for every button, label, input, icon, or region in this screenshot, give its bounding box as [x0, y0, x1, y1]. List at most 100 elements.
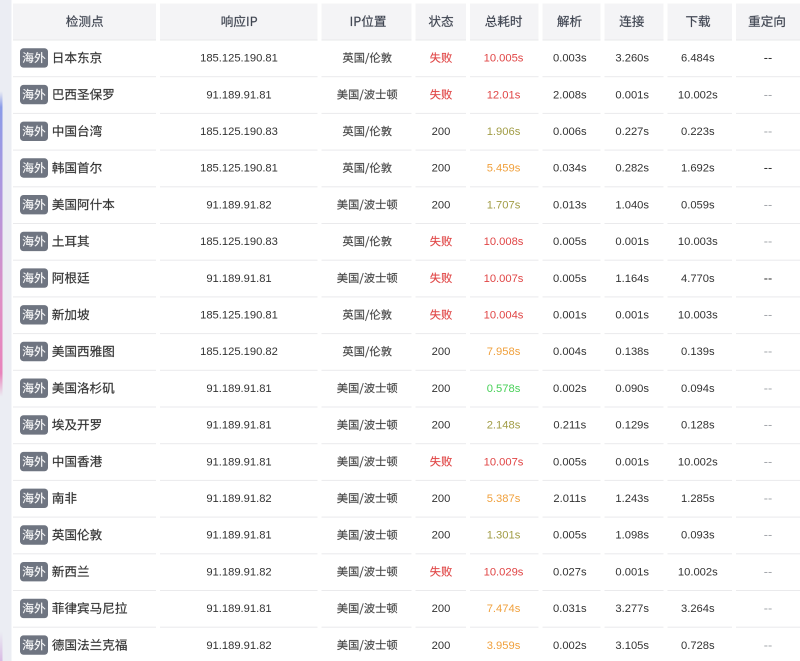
svg-text:200: 200 [432, 603, 451, 615]
svg-text:10.004s: 10.004s [484, 310, 524, 322]
svg-text:10.002s: 10.002s [678, 456, 718, 468]
svg-text:200: 200 [432, 199, 451, 211]
svg-text:0.005s: 0.005s [553, 530, 587, 542]
svg-text:185.125.190.81: 185.125.190.81 [200, 53, 278, 65]
svg-text:--: -- [764, 345, 772, 359]
svg-text:185.125.190.81: 185.125.190.81 [200, 310, 278, 322]
svg-text:91.189.91.81: 91.189.91.81 [206, 530, 271, 542]
svg-text:1.040s: 1.040s [615, 199, 649, 211]
svg-text:--: -- [764, 418, 772, 432]
svg-text:91.189.91.81: 91.189.91.81 [206, 603, 271, 615]
svg-text:0.001s: 0.001s [615, 566, 649, 578]
svg-text:0.005s: 0.005s [553, 456, 587, 468]
svg-text:--: -- [764, 198, 772, 212]
svg-text:0.005s: 0.005s [553, 236, 587, 248]
svg-text:--: -- [764, 528, 772, 542]
svg-text:0.138s: 0.138s [615, 346, 649, 358]
svg-text:2.148s: 2.148s [487, 420, 521, 432]
svg-text:91.189.91.82: 91.189.91.82 [206, 640, 271, 652]
svg-text:0.003s: 0.003s [553, 53, 587, 65]
svg-text:1.906s: 1.906s [487, 126, 521, 138]
svg-text:91.189.91.82: 91.189.91.82 [206, 199, 271, 211]
svg-text:185.125.190.83: 185.125.190.83 [200, 126, 278, 138]
svg-text:--: -- [764, 124, 772, 138]
svg-text:185.125.190.81: 185.125.190.81 [200, 163, 278, 175]
svg-text:10.008s: 10.008s [484, 236, 524, 248]
svg-text:0.128s: 0.128s [681, 420, 715, 432]
svg-text:200: 200 [432, 126, 451, 138]
svg-text:0.001s: 0.001s [615, 456, 649, 468]
svg-text:0.031s: 0.031s [553, 603, 587, 615]
svg-text:--: -- [764, 602, 772, 616]
svg-text:0.005s: 0.005s [553, 273, 587, 285]
svg-text:10.007s: 10.007s [484, 273, 524, 285]
svg-text:91.189.91.82: 91.189.91.82 [206, 566, 271, 578]
svg-text:91.189.91.81: 91.189.91.81 [206, 456, 271, 468]
svg-text:0.090s: 0.090s [615, 383, 649, 395]
svg-text:3.260s: 3.260s [615, 53, 649, 65]
svg-text:5.387s: 5.387s [487, 493, 521, 505]
svg-text:0.578s: 0.578s [487, 383, 521, 395]
svg-text:10.003s: 10.003s [678, 236, 718, 248]
svg-text:0.002s: 0.002s [553, 640, 587, 652]
svg-text:--: -- [764, 271, 772, 285]
svg-text:200: 200 [432, 346, 451, 358]
svg-text:10.029s: 10.029s [484, 566, 524, 578]
svg-text:--: -- [764, 308, 772, 322]
svg-text:0.094s: 0.094s [681, 383, 715, 395]
svg-text:200: 200 [432, 493, 451, 505]
svg-text:--: -- [764, 455, 772, 469]
svg-text:200: 200 [432, 383, 451, 395]
svg-text:0.001s: 0.001s [553, 310, 587, 322]
svg-text:0.001s: 0.001s [615, 89, 649, 101]
svg-text:--: -- [764, 381, 772, 395]
svg-text:0.059s: 0.059s [681, 199, 715, 211]
svg-text:200: 200 [432, 640, 451, 652]
svg-text:3.959s: 3.959s [487, 640, 521, 652]
svg-text:1.285s: 1.285s [681, 493, 715, 505]
svg-text:0.129s: 0.129s [615, 420, 649, 432]
svg-text:10.002s: 10.002s [678, 89, 718, 101]
svg-text:4.770s: 4.770s [681, 273, 715, 285]
svg-text:0.223s: 0.223s [681, 126, 715, 138]
svg-text:200: 200 [432, 163, 451, 175]
svg-text:185.125.190.82: 185.125.190.82 [200, 346, 278, 358]
svg-text:200: 200 [432, 530, 451, 542]
svg-text:10.007s: 10.007s [484, 456, 524, 468]
svg-text:3.277s: 3.277s [615, 603, 649, 615]
svg-text:91.189.91.81: 91.189.91.81 [206, 273, 271, 285]
svg-text:6.484s: 6.484s [681, 53, 715, 65]
svg-text:3.264s: 3.264s [681, 603, 715, 615]
svg-text:2.008s: 2.008s [553, 89, 587, 101]
svg-text:200: 200 [432, 420, 451, 432]
svg-text:--: -- [764, 491, 772, 505]
svg-text:91.189.91.81: 91.189.91.81 [206, 420, 271, 432]
svg-text:--: -- [764, 235, 772, 249]
svg-text:1.301s: 1.301s [487, 530, 521, 542]
svg-text:0.001s: 0.001s [615, 236, 649, 248]
svg-text:1.692s: 1.692s [681, 163, 715, 175]
svg-text:3.105s: 3.105s [615, 640, 649, 652]
svg-text:7.474s: 7.474s [487, 603, 521, 615]
svg-text:12.01s: 12.01s [487, 89, 521, 101]
svg-text:--: -- [764, 638, 772, 652]
svg-text:0.728s: 0.728s [681, 640, 715, 652]
svg-text:--: -- [764, 565, 772, 579]
svg-text:5.459s: 5.459s [487, 163, 521, 175]
svg-text:0.013s: 0.013s [553, 199, 587, 211]
svg-text:0.001s: 0.001s [615, 310, 649, 322]
svg-text:0.282s: 0.282s [615, 163, 649, 175]
svg-text:0.006s: 0.006s [553, 126, 587, 138]
svg-text:0.093s: 0.093s [681, 530, 715, 542]
svg-text:1.164s: 1.164s [615, 273, 649, 285]
svg-text:91.189.91.82: 91.189.91.82 [206, 493, 271, 505]
svg-text:0.211s: 0.211s [553, 420, 586, 432]
svg-text:--: -- [764, 161, 772, 175]
svg-text:1.098s: 1.098s [615, 530, 649, 542]
svg-text:10.002s: 10.002s [678, 566, 718, 578]
svg-text:10.003s: 10.003s [678, 310, 718, 322]
svg-text:1.243s: 1.243s [615, 493, 649, 505]
svg-text:1.707s: 1.707s [487, 199, 521, 211]
svg-text:--: -- [764, 88, 772, 102]
svg-text:7.958s: 7.958s [487, 346, 521, 358]
